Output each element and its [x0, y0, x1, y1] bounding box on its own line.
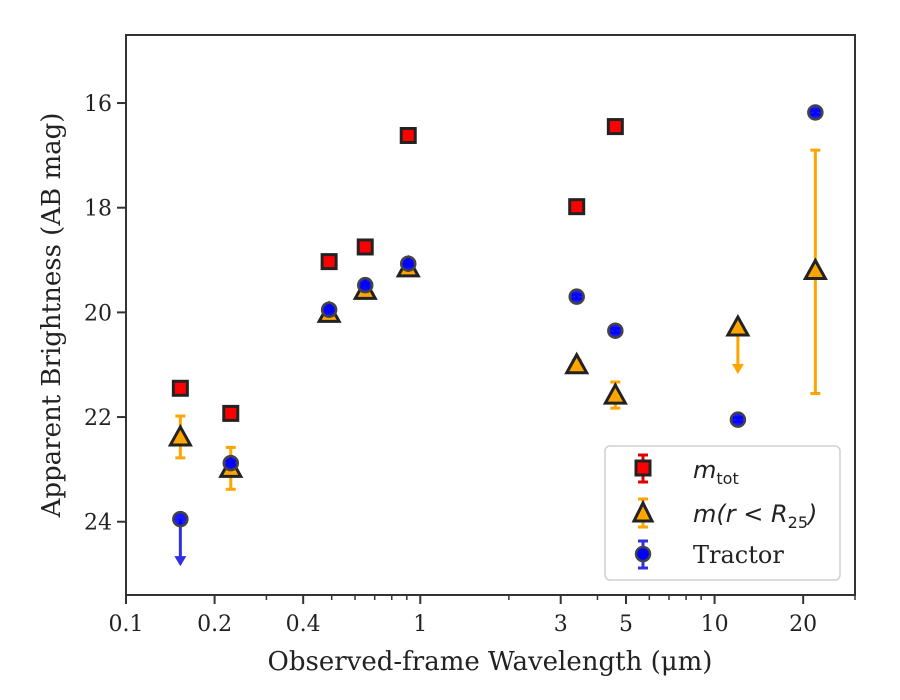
y-tick-label: 20 — [84, 301, 112, 326]
axis-ticks: 0.1 0.2 0.4 1 3 5 10 20 16 18 20 22 24 — [84, 92, 856, 637]
legend-label-tractor: Tractor — [693, 541, 784, 569]
mtot-square-point — [171, 379, 189, 397]
legend: mtot m(r < R25) Tractor — [604, 445, 841, 581]
mtot-square-point — [606, 118, 624, 136]
y-axis-label: Apparent Brightness (AB mag) — [37, 113, 67, 519]
plot-frame — [125, 34, 856, 596]
x-tick-label: 3 — [554, 612, 568, 637]
y-tick-label: 24 — [84, 511, 112, 536]
x-tick-label: 0.1 — [109, 612, 144, 637]
y-tick-label: 22 — [84, 406, 112, 431]
legend-triangle-marker — [631, 499, 655, 523]
x-tick-label: 5 — [619, 612, 633, 637]
legend-item-mtot: mtot — [634, 453, 739, 488]
tractor-circle-point — [807, 104, 824, 121]
mr25-triangle-point — [564, 351, 590, 375]
legend-item-mr25: m(r < R25) — [631, 497, 817, 532]
y-tick-label: 16 — [84, 92, 112, 117]
mtot-square-point — [399, 126, 417, 144]
mr25-upper-limit-arrowhead — [731, 364, 744, 375]
legend-item-tractor: Tractor — [634, 539, 784, 570]
x-tick-label: 10 — [701, 612, 729, 637]
x-tick-label: 1 — [413, 612, 427, 637]
mr25-triangle-point — [725, 313, 751, 337]
tractor-circle-point — [320, 301, 338, 319]
tractor-circle-point — [568, 288, 585, 305]
tractor-upper-limit-arrowhead — [174, 556, 187, 567]
chart-marks — [167, 104, 828, 567]
tractor-circle-point — [356, 276, 374, 294]
mr25-triangle-point — [802, 257, 828, 281]
mr25-triangle-point — [602, 381, 628, 405]
legend-label-mtot: mtot — [693, 456, 739, 488]
tractor-circle-point — [607, 322, 624, 339]
legend-label-mr25: m(r < R25) — [693, 500, 817, 532]
tractor-circle-point — [729, 411, 747, 428]
tractor-circle-point — [399, 255, 417, 272]
y-tick-label: 18 — [84, 197, 112, 222]
x-axis-label: Observed-frame Wavelength (μm) — [268, 647, 713, 677]
x-tick-label: 20 — [789, 612, 817, 637]
tractor-circle-point — [222, 454, 240, 472]
x-tick-label: 0.4 — [286, 612, 321, 637]
legend-box — [604, 445, 841, 581]
mtot-square-point — [356, 238, 374, 256]
legend-square-marker — [634, 459, 652, 477]
x-tick-label: 0.2 — [197, 612, 232, 637]
tractor-circle-point — [172, 510, 189, 528]
mtot-square-point — [320, 253, 338, 271]
legend-circle-marker — [634, 545, 652, 563]
mtot-square-point — [568, 198, 586, 216]
mtot-square-point — [222, 404, 240, 422]
mr25-triangle-point — [167, 423, 193, 447]
